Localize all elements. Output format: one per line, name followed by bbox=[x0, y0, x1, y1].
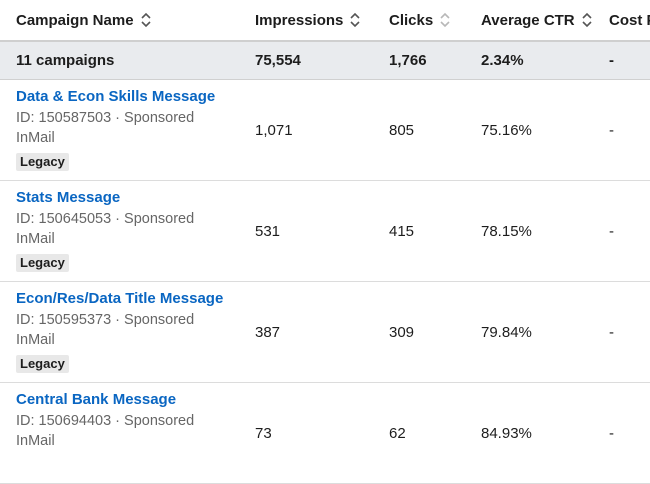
column-header[interactable]: Cost P bbox=[609, 0, 650, 40]
legacy-badge: Legacy bbox=[16, 153, 69, 171]
summary-cell: 75,554 bbox=[255, 52, 301, 69]
column-header[interactable]: Campaign Name bbox=[16, 0, 152, 40]
campaign-id: ID: 150587503 · Sponsored InMail bbox=[16, 110, 195, 146]
campaign-name[interactable]: Data & Econ Skills Message bbox=[16, 88, 216, 105]
metric-cell: 1,071 bbox=[255, 121, 293, 139]
campaign-cell: Stats Message ID: 150645053 · Sponsored I… bbox=[16, 181, 206, 281]
column-title: Average CTR bbox=[481, 11, 575, 29]
metric-cell: 309 bbox=[389, 323, 415, 341]
metric-cell: - bbox=[609, 222, 614, 240]
campaign-cell: Data & Econ Skills Message ID: 150587503 … bbox=[16, 80, 215, 180]
column-header[interactable]: Impressions bbox=[255, 0, 361, 40]
legacy-badge: Legacy bbox=[16, 355, 69, 373]
campaign-row: Data & Econ Skills Message ID: 150587503 … bbox=[0, 80, 650, 181]
metric-cell: 531 bbox=[255, 222, 281, 240]
metric-cell: 387 bbox=[255, 323, 281, 341]
campaign-name[interactable]: Econ/Res/Data Title Message bbox=[16, 290, 224, 307]
metric-cell: - bbox=[609, 323, 614, 341]
metric-cell: 75.16% bbox=[481, 121, 532, 139]
metric-cell: 84.93% bbox=[481, 424, 532, 442]
campaign-id: ID: 150595373 · Sponsored InMail bbox=[16, 312, 195, 348]
column-header[interactable]: Average CTR bbox=[481, 0, 593, 40]
sort-icon[interactable] bbox=[140, 12, 152, 28]
summary-cell: - bbox=[609, 52, 614, 69]
metric-cell: 805 bbox=[389, 121, 415, 139]
metric-cell: 415 bbox=[389, 222, 415, 240]
sort-icon[interactable] bbox=[581, 12, 593, 28]
campaign-name[interactable]: Central Bank Message bbox=[16, 391, 177, 408]
metric-cell: 73 bbox=[255, 424, 272, 442]
summary-cell: 11 campaigns bbox=[16, 52, 115, 69]
column-header[interactable]: Clicks bbox=[389, 0, 451, 40]
metric-cell: 62 bbox=[389, 424, 406, 442]
metric-cell: - bbox=[609, 121, 614, 139]
campaign-cell: Econ/Res/Data Title Message ID: 150595373… bbox=[16, 282, 223, 382]
campaign-cell: Central Bank Message ID: 150694403 · Spon… bbox=[16, 383, 206, 483]
column-title: Campaign Name bbox=[16, 11, 134, 29]
sort-icon[interactable] bbox=[349, 12, 361, 28]
metric-cell: 78.15% bbox=[481, 222, 532, 240]
column-title: Impressions bbox=[255, 11, 344, 29]
campaign-row: Econ/Res/Data Title Message ID: 150595373… bbox=[0, 282, 650, 383]
summary-cell: 2.34% bbox=[481, 52, 524, 69]
summary-row: 11 campaigns 75,554 1,766 2.34% - bbox=[0, 42, 650, 80]
sort-icon[interactable] bbox=[439, 12, 451, 28]
campaign-id: ID: 150694403 · Sponsored InMail bbox=[16, 413, 195, 449]
header-row: Campaign Name Impressions Clicks Average CT… bbox=[0, 0, 650, 42]
column-title: Cost P bbox=[609, 11, 650, 29]
metric-cell: 79.84% bbox=[481, 323, 532, 341]
campaign-name[interactable]: Stats Message bbox=[16, 189, 121, 206]
summary-cell: 1,766 bbox=[389, 52, 427, 69]
campaign-id: ID: 150645053 · Sponsored InMail bbox=[16, 211, 195, 247]
metric-cell: - bbox=[609, 424, 614, 442]
campaign-row: Central Bank Message ID: 150694403 · Spon… bbox=[0, 383, 650, 484]
column-title: Clicks bbox=[389, 11, 434, 29]
campaign-row: Stats Message ID: 150645053 · Sponsored I… bbox=[0, 181, 650, 282]
legacy-badge: Legacy bbox=[16, 254, 69, 272]
